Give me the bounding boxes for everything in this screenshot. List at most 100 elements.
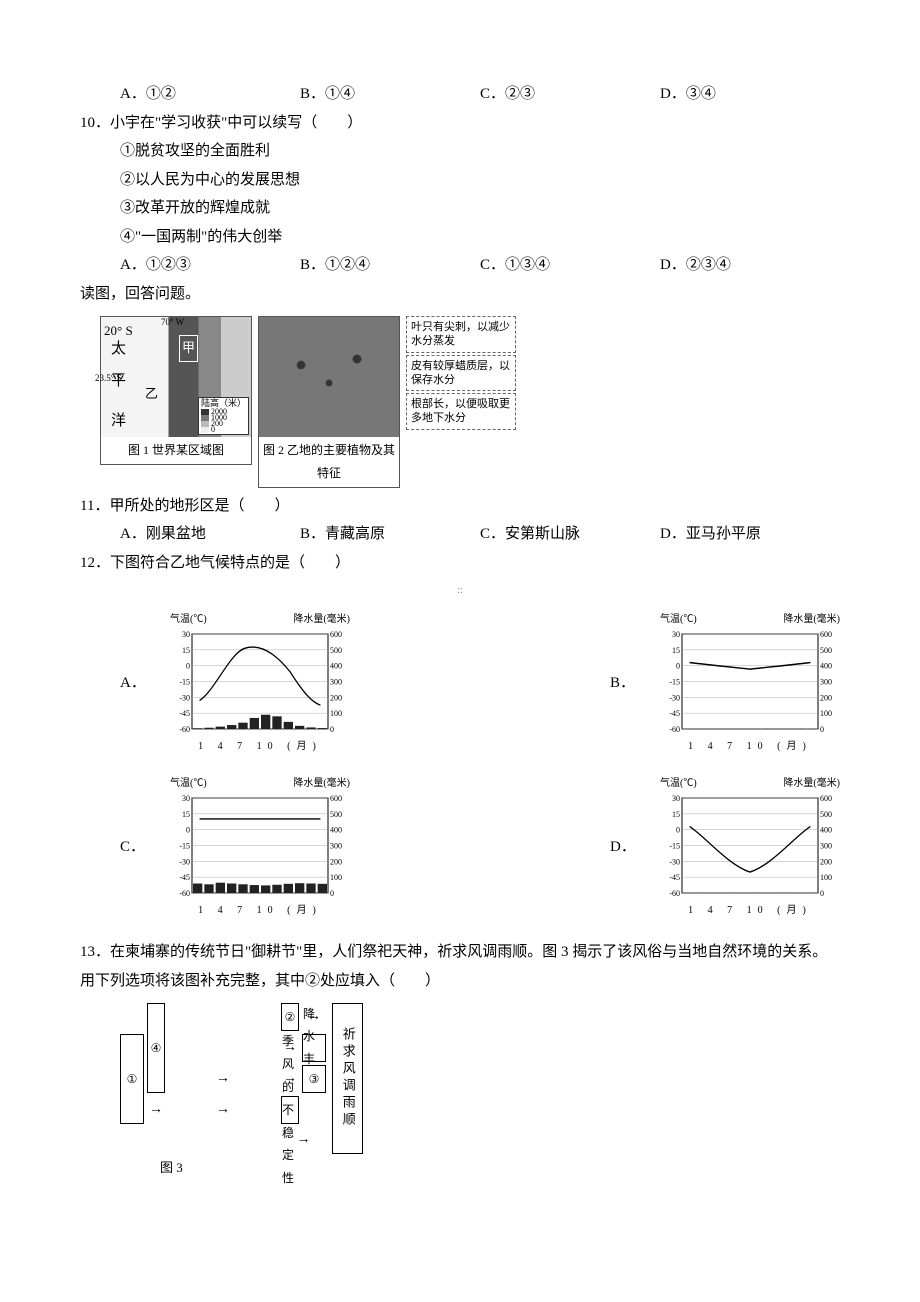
q10-opt-a: A．①②③ [120, 251, 300, 280]
q10-opt-c: C．①③④ [480, 251, 660, 280]
svg-text:-30: -30 [179, 857, 190, 866]
svg-text:-60: -60 [179, 725, 190, 734]
q10-item-2: ②以人民为中心的发展思想 [120, 166, 840, 195]
svg-text:200: 200 [820, 857, 832, 866]
q11-stem: 11．甲所处的地形区是（ ） [80, 492, 840, 521]
arrow-icon [281, 1127, 326, 1154]
svg-text:600: 600 [820, 630, 832, 639]
svg-text:0: 0 [330, 725, 334, 734]
svg-text:600: 600 [330, 630, 342, 639]
svg-text:-15: -15 [179, 678, 190, 687]
svg-text:500: 500 [330, 810, 342, 819]
q10-item-1: ①脱贫攻坚的全面胜利 [120, 137, 840, 166]
q10-opt-b: B．①②④ [300, 251, 480, 280]
svg-text:-60: -60 [179, 889, 190, 898]
annot-2: 皮有较厚蜡质层，以保存水分 [406, 355, 516, 392]
svg-text:30: 30 [672, 794, 680, 803]
svg-text:300: 300 [820, 678, 832, 687]
svg-text:400: 400 [330, 826, 342, 835]
climate-a: 气温(℃)降水量(毫米)30600155000400-15300-30200-4… [170, 610, 350, 756]
q9-opt-b: B．①④ [300, 80, 480, 109]
q9-opt-c: C．②③ [480, 80, 660, 109]
climate-d: 气温(℃)降水量(毫米)30600155000400-15300-30200-4… [660, 774, 840, 920]
q11-opt-c: C．安第斯山脉 [480, 520, 660, 549]
q10-stem: 10．小宇在"学习收获"中可以续写（ ） [80, 109, 840, 138]
svg-text:500: 500 [330, 646, 342, 655]
svg-text:15: 15 [672, 810, 680, 819]
q9-opt-a: A．①② [120, 80, 300, 109]
svg-text:-30: -30 [669, 693, 680, 702]
svg-text:300: 300 [330, 678, 342, 687]
svg-text:600: 600 [330, 794, 342, 803]
map1-coord-left: 23.5° S [95, 370, 122, 387]
map2: 图 2 乙地的主要植物及其特征 [258, 316, 400, 488]
svg-text:0: 0 [820, 725, 824, 734]
annot-3: 根部长，以便吸取更多地下水分 [406, 393, 516, 430]
fig3-box-1: ① [120, 1034, 144, 1124]
svg-text:-30: -30 [669, 857, 680, 866]
fig3-right: 祈求风调雨顺 [332, 1003, 363, 1154]
svg-text:200: 200 [820, 693, 832, 702]
q11-options: A．刚果盆地 B．青藏高原 C．安第斯山脉 D．亚马孙平原 [120, 520, 840, 549]
fig3: ② ① 降水丰沛 ④ ③ 季风的不稳定性 祈求风调雨顺 图 3 [120, 1003, 840, 1180]
svg-text:400: 400 [820, 826, 832, 835]
fig3-box-3: ③ [302, 1065, 326, 1093]
svg-text:0: 0 [820, 889, 824, 898]
annot-col: 叶只有尖刺，以减少水分蒸发 皮有较厚蜡质层，以保存水分 根部长，以便吸取更多地下… [406, 316, 516, 430]
svg-text:100: 100 [330, 873, 342, 882]
svg-text:600: 600 [820, 794, 832, 803]
arrow-icon [168, 1096, 278, 1124]
svg-text:500: 500 [820, 810, 832, 819]
svg-text:30: 30 [182, 630, 190, 639]
svg-text:0: 0 [676, 662, 680, 671]
q10-options: A．①②③ B．①②④ C．①③④ D．②③④ [120, 251, 840, 280]
svg-text:-45: -45 [669, 709, 680, 718]
svg-text:-15: -15 [179, 842, 190, 851]
svg-text:15: 15 [182, 810, 190, 819]
arrow-icon [168, 1065, 278, 1093]
svg-text:-15: -15 [669, 678, 680, 687]
svg-text:200: 200 [330, 857, 342, 866]
map1: 20° S 70° W 太 平 23.5° S 洋 甲 乙 陆高（米） 2 [100, 316, 252, 465]
climate-grid: A． 气温(℃)降水量(毫米)30600155000400-15300-3020… [120, 610, 840, 920]
fig3-box-monsoon: 季风的不稳定性 [281, 1096, 299, 1124]
map1-tai: 太 [111, 335, 126, 364]
svg-text:300: 300 [820, 842, 832, 851]
q12-opt-b-label: B． [610, 669, 660, 698]
svg-text:100: 100 [820, 873, 832, 882]
map1-yi: 乙 [145, 382, 158, 407]
svg-text:400: 400 [330, 662, 342, 671]
map1-jia: 甲 [179, 335, 198, 362]
svg-text:-45: -45 [669, 873, 680, 882]
q11-opt-b: B．青藏高原 [300, 520, 480, 549]
svg-text:0: 0 [330, 889, 334, 898]
q9-options: A．①② B．①④ C．②③ D．③④ [120, 80, 840, 109]
climate-c: 气温(℃)降水量(毫米)30600155000400-15300-30200-4… [170, 774, 350, 920]
svg-text:-60: -60 [669, 725, 680, 734]
fig3-box-2: ② [281, 1003, 299, 1031]
svg-text:0: 0 [676, 826, 680, 835]
q11-intro: 读图，回答问题。 [80, 280, 840, 309]
map2-caption: 图 2 乙地的主要植物及其特征 [259, 437, 399, 487]
svg-text:300: 300 [330, 842, 342, 851]
map1-legend: 陆高（米） 2000 1000 200 0 [198, 397, 249, 435]
climate-b: 气温(℃)降水量(毫米)30600155000400-15300-30200-4… [660, 610, 840, 756]
svg-text:100: 100 [330, 709, 342, 718]
q10-item-4: ④"一国两制"的伟大创举 [120, 223, 840, 252]
map1-lon: 70° W [161, 314, 184, 331]
svg-text:-30: -30 [179, 693, 190, 702]
svg-text:-45: -45 [179, 873, 190, 882]
svg-text:0: 0 [186, 826, 190, 835]
svg-text:-60: -60 [669, 889, 680, 898]
q9-opt-d: D．③④ [660, 80, 840, 109]
q12-opt-c-label: C． [120, 833, 170, 862]
map-figures: 20° S 70° W 太 平 23.5° S 洋 甲 乙 陆高（米） 2 [100, 316, 840, 488]
fig3-caption: 图 3 [160, 1156, 840, 1181]
q12-opt-d-label: D． [610, 833, 660, 862]
svg-text:30: 30 [672, 630, 680, 639]
svg-text:500: 500 [820, 646, 832, 655]
fig3-box-rain: 降水丰沛 [302, 1034, 326, 1062]
svg-text:-15: -15 [669, 842, 680, 851]
q10-opt-d: D．②③④ [660, 251, 840, 280]
q13-stem: 13．在柬埔寨的传统节日"御耕节"里，人们祭祀天神，祈求风调雨顺。图 3 揭示了… [80, 938, 840, 995]
